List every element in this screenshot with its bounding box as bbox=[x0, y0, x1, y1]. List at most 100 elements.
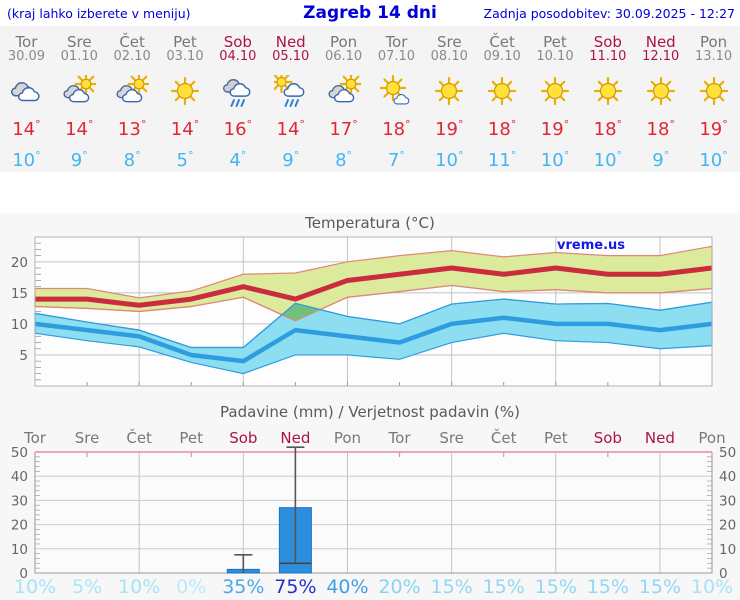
degree-sign: ° bbox=[299, 118, 305, 131]
day-column: Čet 02.10 13° 8° bbox=[106, 26, 159, 172]
temp-min: 10° bbox=[593, 149, 623, 171]
precip-y-tick-right: 40 bbox=[719, 469, 736, 485]
precip-probability-label: 15% bbox=[430, 576, 472, 598]
precip-day-label: Pet bbox=[544, 429, 568, 447]
degree-sign: ° bbox=[405, 118, 411, 131]
degree-sign: ° bbox=[246, 118, 253, 131]
day-name: Sob bbox=[223, 33, 252, 51]
degree-sign: ° bbox=[140, 118, 147, 131]
precip-day-label: Sob bbox=[229, 429, 257, 447]
temp-min: 5° bbox=[176, 149, 194, 171]
precip-y-tick-left: 20 bbox=[11, 518, 28, 534]
sunny-icon bbox=[529, 75, 582, 109]
day-column: Sob 04.10 16° 4° bbox=[211, 26, 264, 172]
precip-probability-label: 40% bbox=[326, 576, 368, 598]
precip-y-tick-left: 10 bbox=[11, 542, 28, 558]
precip-probability-label: 15% bbox=[535, 576, 577, 598]
precip-y-tick-right: 50 bbox=[719, 445, 736, 461]
temp-max: 14° bbox=[170, 118, 200, 140]
precip-day-label: Pon bbox=[334, 429, 361, 447]
degree-sign: ° bbox=[187, 149, 194, 162]
menu-hint: (kraj lahko izberete v meniju) bbox=[7, 6, 191, 21]
day-column: Čet 09.10 18° 11° bbox=[476, 26, 529, 172]
day-date: 30.09 bbox=[7, 49, 46, 64]
precip-day-label: Čet bbox=[126, 428, 152, 447]
day-date: 12.10 bbox=[642, 49, 680, 64]
forecast-table: Tor 30.09 14° 10° Sre 01.10 14° 9° Čet 02.10 13° 8°… bbox=[0, 26, 740, 172]
temperature-chart-title: Temperatura (°C) bbox=[305, 214, 435, 232]
temp-min: 10° bbox=[699, 149, 728, 171]
degree-sign: ° bbox=[563, 149, 570, 162]
day-date: 06.10 bbox=[324, 49, 363, 64]
day-name: Tor bbox=[15, 33, 38, 51]
precip-day-label: Pon bbox=[698, 429, 725, 447]
precip-day-label: Sre bbox=[439, 429, 464, 447]
precipitation-chart: Tor Sre Čet Pet Sob Ned Pon Tor Sre Čet Pet Sob Ned P… bbox=[11, 428, 736, 598]
sunny-icon bbox=[687, 75, 740, 109]
degree-sign: ° bbox=[616, 149, 623, 162]
day-name: Ned bbox=[645, 33, 676, 51]
degree-sign: ° bbox=[346, 149, 353, 162]
temp-max: 18° bbox=[487, 118, 517, 140]
temp-min: 10° bbox=[435, 149, 464, 171]
day-date: 08.10 bbox=[430, 49, 468, 64]
day-name: Tor bbox=[385, 33, 408, 51]
degree-sign: ° bbox=[722, 118, 728, 131]
day-date: 04.10 bbox=[219, 49, 257, 64]
degree-sign: ° bbox=[722, 149, 728, 162]
degree-sign: ° bbox=[510, 118, 517, 131]
day-name: Čet bbox=[489, 33, 515, 51]
max-temp-line bbox=[35, 265, 713, 308]
day-column: Sre 08.10 19° 10° bbox=[423, 26, 476, 172]
precip-probability-label: 10% bbox=[691, 576, 733, 598]
day-name: Čet bbox=[119, 33, 145, 51]
sunny-icon bbox=[476, 75, 529, 109]
min-temp-line bbox=[34, 315, 713, 364]
degree-sign: ° bbox=[457, 118, 464, 131]
precip-probability-label: 20% bbox=[378, 576, 420, 598]
temp-min: 10° bbox=[540, 149, 570, 171]
temp-max: 13° bbox=[117, 118, 147, 140]
precip-day-label: Pet bbox=[179, 429, 203, 447]
watermark-link[interactable]: vreme.us bbox=[557, 238, 625, 253]
day-date: 09.10 bbox=[483, 49, 521, 64]
precip-day-label: Tor bbox=[23, 429, 47, 447]
temp-min: 10° bbox=[12, 149, 41, 171]
precip-probability-label: 10% bbox=[118, 576, 160, 598]
partly-sunny-icon bbox=[53, 72, 106, 109]
day-column: Tor 07.10 18° 7° bbox=[370, 26, 423, 172]
band-overlap bbox=[282, 303, 319, 321]
day-column: Pon 13.10 19° 10° bbox=[687, 26, 740, 172]
day-name: Pet bbox=[173, 33, 197, 51]
precip-probability-label: 5% bbox=[72, 576, 102, 598]
precip-probability-label: 75% bbox=[274, 576, 316, 598]
precip-y-tick-left: 40 bbox=[11, 469, 28, 485]
day-name: Pon bbox=[699, 33, 728, 51]
degree-sign: ° bbox=[352, 118, 358, 131]
temp-max: 14° bbox=[12, 118, 41, 140]
degree-sign: ° bbox=[616, 118, 623, 131]
degree-sign: ° bbox=[663, 149, 670, 162]
precip-y-tick-left: 0 bbox=[19, 566, 28, 582]
day-column: Pet 10.10 19° 10° bbox=[529, 26, 582, 172]
day-date: 13.10 bbox=[694, 49, 733, 64]
temp-y-tick: 10 bbox=[11, 317, 28, 333]
temperature-chart: 5 10 15 20 bbox=[11, 236, 713, 387]
temp-max: 17° bbox=[329, 118, 358, 140]
degree-sign: ° bbox=[399, 149, 405, 162]
temp-min: 9° bbox=[70, 149, 88, 171]
day-name: Ned bbox=[275, 33, 306, 51]
day-name: Pet bbox=[543, 33, 567, 51]
day-date: 05.10 bbox=[272, 49, 310, 64]
temp-max: 14° bbox=[276, 118, 305, 140]
precip-day-label: Sob bbox=[594, 429, 622, 447]
temp-y-tick: 5 bbox=[19, 348, 28, 364]
degree-sign: ° bbox=[87, 118, 94, 131]
degree-sign: ° bbox=[193, 118, 200, 131]
precip-probability-label: 15% bbox=[483, 576, 525, 598]
day-column: Sre 01.10 14° 9° bbox=[53, 26, 106, 172]
precip-probability-label: 0% bbox=[176, 576, 206, 598]
degree-sign: ° bbox=[82, 149, 88, 162]
temp-min: 7° bbox=[387, 149, 405, 171]
